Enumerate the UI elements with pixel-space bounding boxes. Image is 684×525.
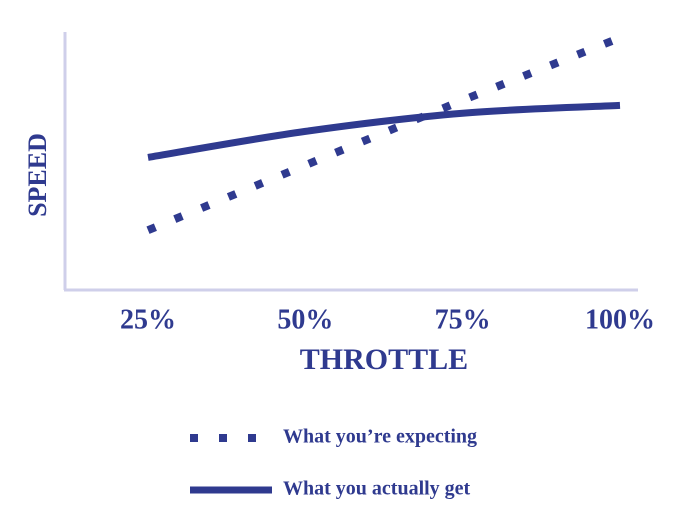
legend-label: What you’re expecting [283,426,477,448]
legend-label: What you actually get [283,478,471,500]
x-tick-label: 100% [585,304,655,335]
x-axis-title: THROTTLE [300,343,468,376]
x-tick-label: 25% [120,304,176,335]
x-tick-label: 75% [435,304,491,335]
series-line [147,101,621,161]
x-tick-label: 50% [277,304,333,335]
series-line [146,34,622,234]
y-axis-title: SPEED [23,133,52,217]
